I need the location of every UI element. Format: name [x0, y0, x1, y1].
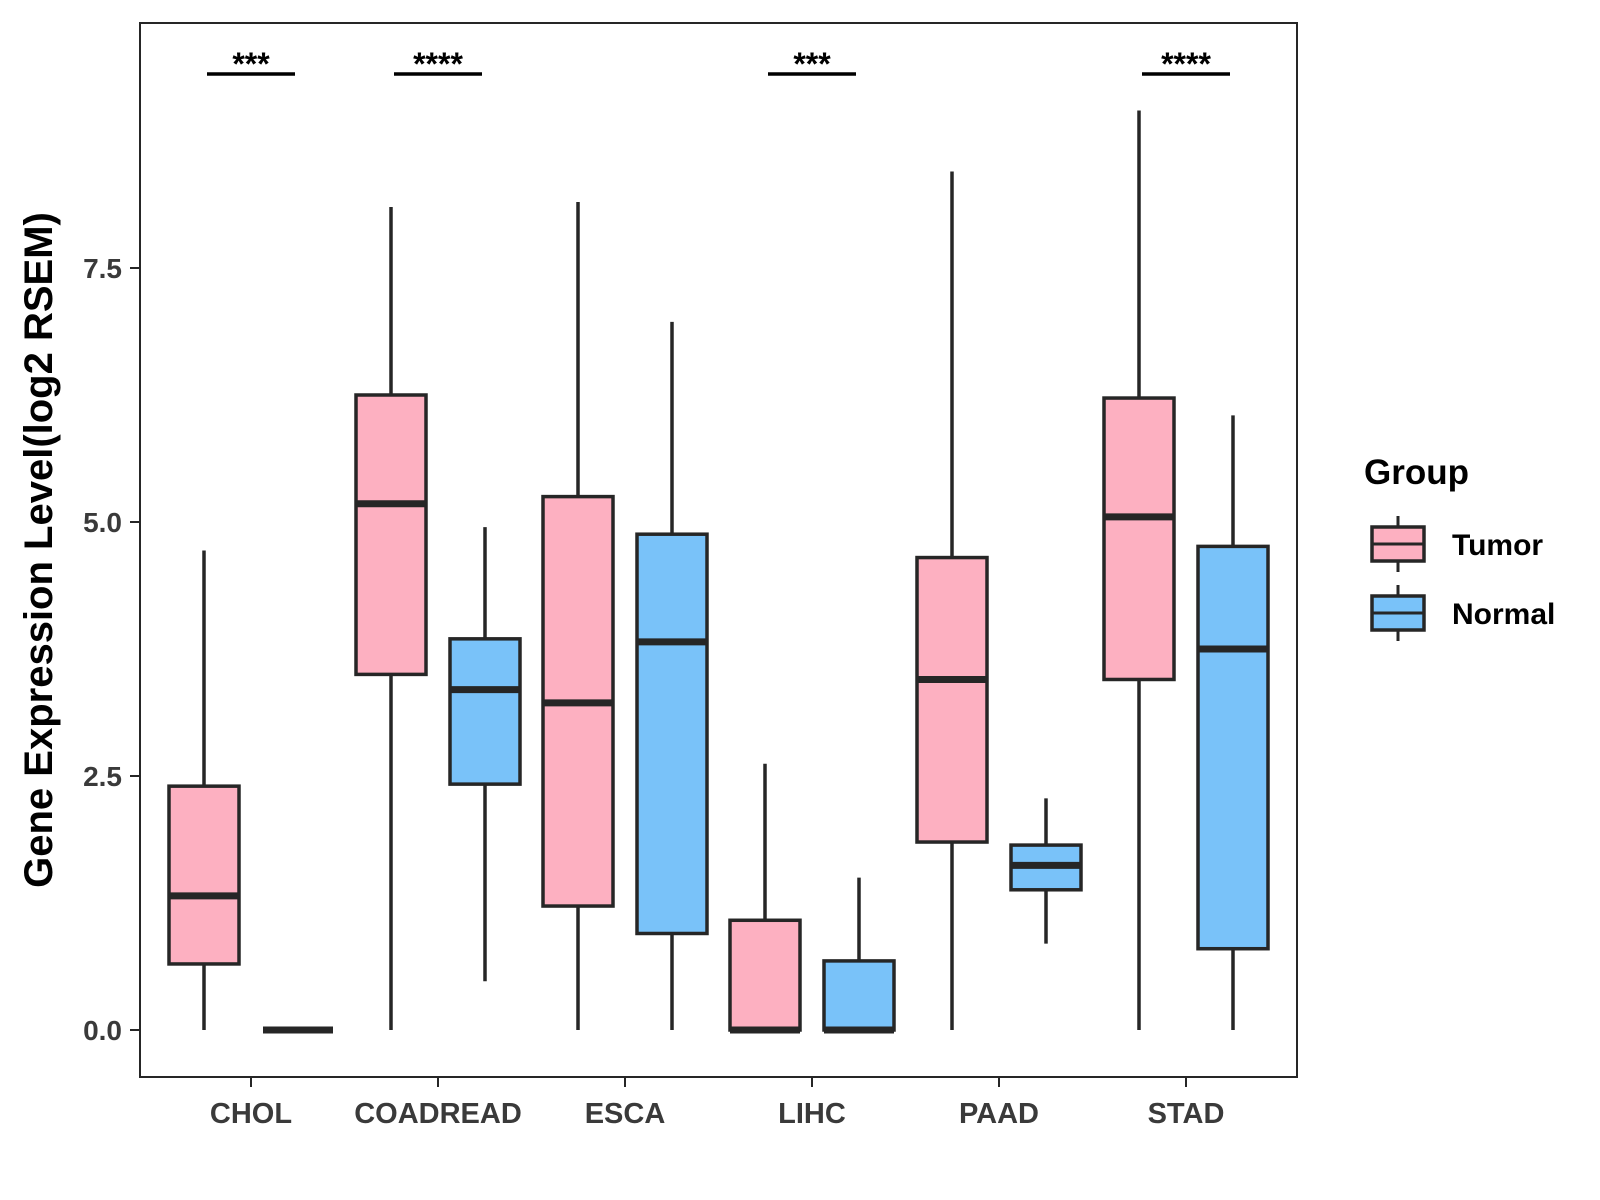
- box-rect: [915, 555, 989, 844]
- box-rect: [822, 959, 896, 1032]
- box-tumor-lihc: [728, 763, 802, 1034]
- legend-entry-normal: Normal: [1370, 585, 1555, 641]
- legend-label: Normal: [1452, 598, 1555, 631]
- box-tumor-chol: [167, 550, 241, 1030]
- box-rect: [1102, 396, 1176, 682]
- box-rect: [448, 637, 522, 786]
- box-tumor-paad: [915, 171, 989, 1030]
- box-rect: [635, 532, 709, 936]
- box-rect: [728, 918, 802, 1032]
- legend-label: Tumor: [1452, 529, 1543, 562]
- legend-title: Group: [1364, 453, 1469, 492]
- significance-label: ****: [1161, 46, 1211, 82]
- box-rect: [1196, 544, 1270, 951]
- significance-label: ***: [232, 46, 270, 82]
- boxes: [167, 110, 1270, 1034]
- box-normal-stad: [1196, 415, 1270, 1030]
- y-tick-label: 0.0: [83, 1015, 122, 1046]
- box-tumor-esca: [541, 201, 615, 1030]
- x-tick-label: LIHC: [778, 1098, 846, 1130]
- y-tick-label: 2.5: [83, 761, 122, 792]
- significance-label: ***: [793, 46, 831, 82]
- y-tick-label: 5.0: [83, 507, 122, 538]
- box-normal-lihc: [822, 877, 896, 1034]
- x-tick-label: COADREAD: [354, 1098, 522, 1130]
- box-tumor-coadread: [354, 207, 428, 1030]
- x-tick-label: ESCA: [585, 1098, 666, 1130]
- significance-label: ****: [413, 46, 463, 82]
- x-tick-label: CHOL: [210, 1098, 292, 1130]
- x-tick-label: STAD: [1148, 1098, 1225, 1130]
- box-normal-esca: [635, 321, 709, 1030]
- y-axis: 0.0 2.5 5.0 7.5: [83, 253, 140, 1046]
- legend-entry-tumor: Tumor: [1370, 516, 1543, 572]
- box-normal-paad: [1009, 798, 1083, 944]
- significance-annotations: *** **** *** ****: [207, 46, 1230, 82]
- box-rect: [167, 784, 241, 966]
- y-tick-label: 7.5: [83, 253, 122, 284]
- x-tick-label: PAAD: [959, 1098, 1039, 1130]
- box-normal-coadread: [448, 527, 522, 982]
- x-axis: CHOL COADREAD ESCA LIHC PAAD STAD: [210, 1077, 1224, 1130]
- legend: Group Tumor Normal: [1364, 453, 1555, 641]
- box-tumor-stad: [1102, 110, 1176, 1030]
- y-axis-title: Gene Expression Level(log2 RSEM): [17, 212, 61, 888]
- box-rect: [354, 393, 428, 677]
